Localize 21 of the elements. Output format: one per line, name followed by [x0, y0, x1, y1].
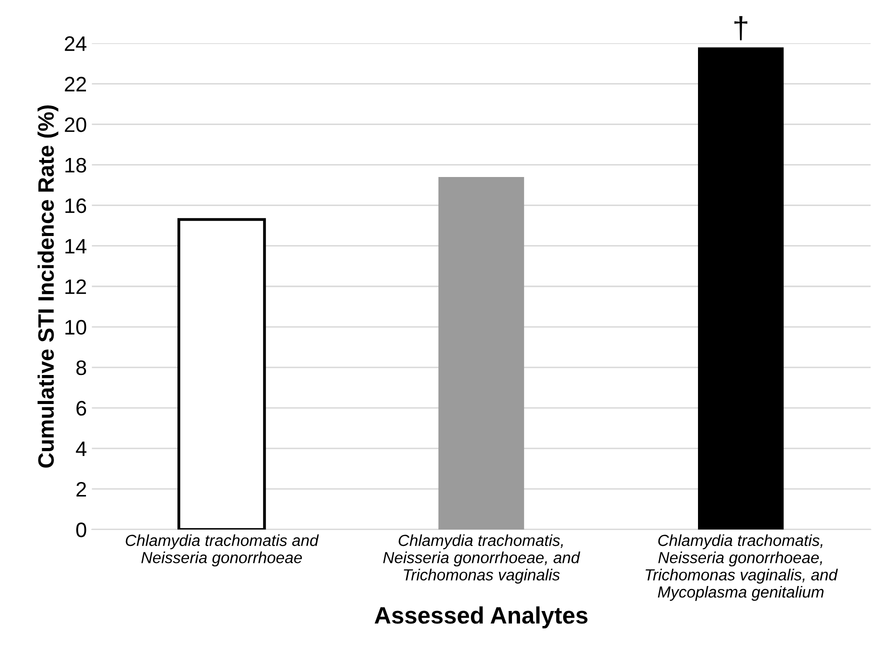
bar [438, 176, 524, 530]
y-axis-title: Cumulative STI Incidence Rate (%) [38, 105, 58, 468]
y-tick-label: 2 [76, 482, 86, 497]
y-tick-label: 16 [65, 198, 86, 214]
y-tick-label: 10 [65, 320, 86, 335]
y-tick-label: 8 [76, 360, 86, 376]
y-tick-label: 12 [65, 279, 86, 294]
y-tick-label: 22 [64, 76, 86, 92]
y-tick-label: 24 [64, 36, 86, 51]
y-tick-label: 18 [65, 158, 86, 173]
x-tick-label: Chlamydia trachomatis, Neisseria gonorrhoeae, Trichomonas vaginalis, and Mycoplasma genitalium [646, 534, 838, 601]
x-axis-title: Assessed Analytes [374, 606, 588, 628]
bar [698, 47, 784, 530]
x-tick-label: Chlamydia trachomatis, Neisseria gonorrhoeae, and Trichomonas vaginalis [383, 534, 580, 584]
y-tick-label: 14 [65, 239, 86, 254]
y-tick-label: 20 [64, 117, 86, 132]
y-tick-label: 6 [76, 400, 86, 416]
annotation: † [734, 16, 748, 40]
x-tick-label: Chlamydia trachomatis and Neisseria gonorrhoeae [126, 534, 319, 566]
y-tick-label: 4 [76, 442, 86, 456]
y-tick-label: 0 [76, 522, 86, 538]
